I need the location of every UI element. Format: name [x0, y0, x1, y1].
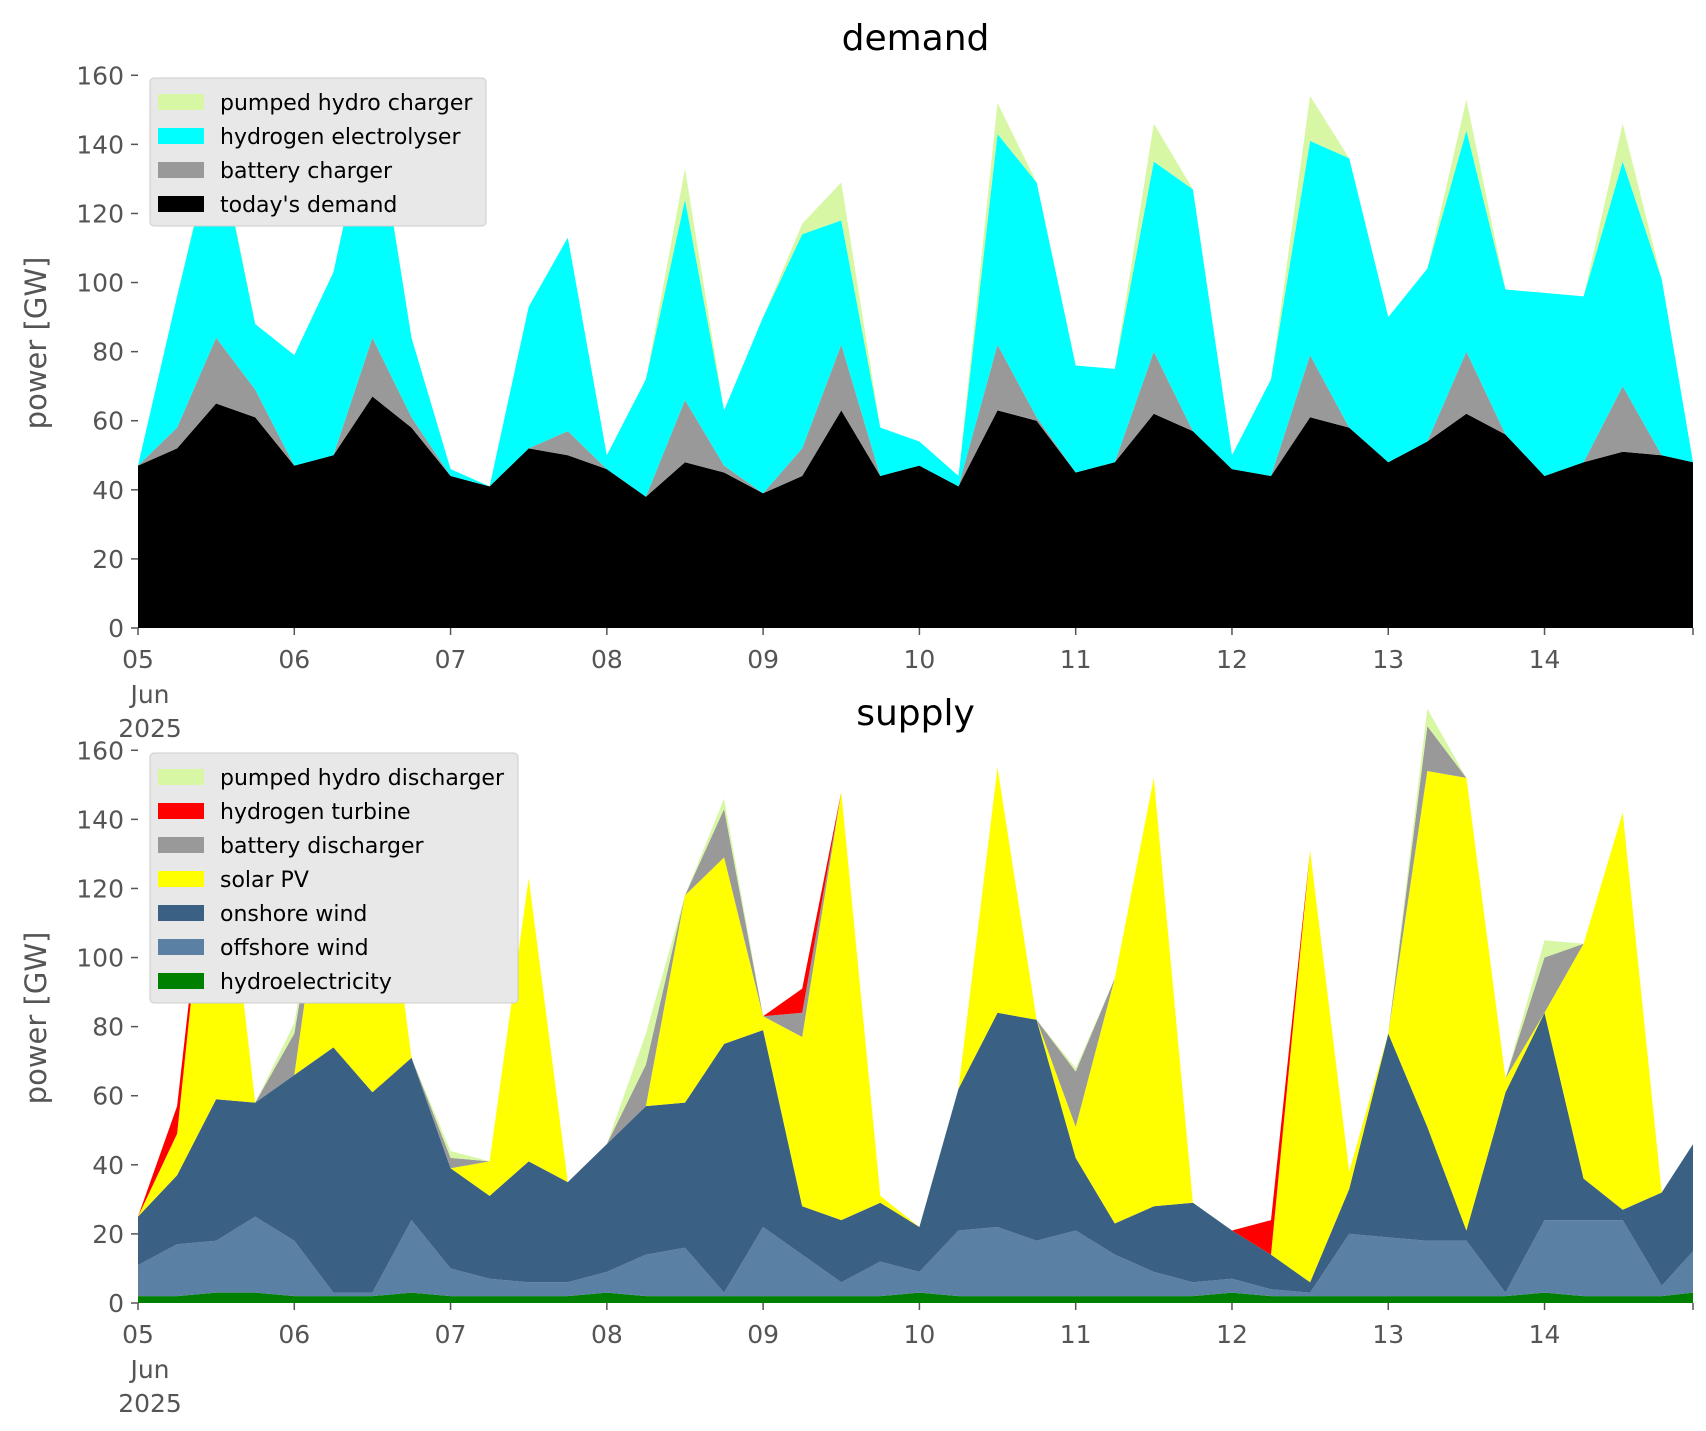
y-tick-label: 0: [108, 1289, 124, 1318]
x-tick-label: 09: [747, 1320, 779, 1349]
x-tick-label: 05: [122, 645, 154, 674]
y-tick-label: 160: [76, 61, 124, 90]
legend-box: [149, 77, 487, 227]
x-tick-label: 11: [1060, 645, 1092, 674]
x-tick-label: 07: [435, 645, 467, 674]
x-tick-label: 05: [122, 1320, 154, 1349]
legend-label-battery-discharger: battery discharger: [220, 834, 425, 859]
legend-swatch-solar-pv: [158, 871, 204, 887]
x-tick-label: 13: [1372, 1320, 1404, 1349]
y-tick-label: 140: [76, 805, 124, 834]
x-tick-label: 14: [1529, 645, 1561, 674]
y-tick-label: 140: [76, 130, 124, 159]
y-tick-label: 0: [108, 614, 124, 643]
chart-title: supply: [856, 693, 975, 734]
x-tick-sublabel: Jun: [128, 1355, 169, 1384]
legend-swatch-battery-discharger: [158, 837, 204, 853]
y-tick-label: 60: [92, 1082, 124, 1111]
y-tick-label: 80: [92, 338, 124, 367]
legend-label-onshore-wind: onshore wind: [220, 902, 367, 927]
supply-chart: 0 20 40 60 80 100 120 140 160 05 06 07 08 09 10 11 12 13 1…: [19, 693, 1694, 1418]
legend-swatch-hydrogen-turbine: [158, 803, 204, 819]
x-tick-label: 10: [904, 645, 936, 674]
x-tick-label: 08: [591, 1320, 623, 1349]
y-tick-label: 160: [76, 736, 124, 765]
legend-swatch-onshore-wind: [158, 905, 204, 921]
x-tick-label: 12: [1216, 645, 1248, 674]
legend-label-solar-pv: solar PV: [220, 868, 309, 893]
y-tick-label: 120: [76, 874, 124, 903]
legend-label-hydroelectricity: hydroelectricity: [220, 970, 392, 995]
y-tick-label: 100: [76, 944, 124, 973]
legend-label-offshore-wind: offshore wind: [220, 936, 369, 961]
area-solar-pv: [138, 760, 1693, 1283]
y-tick-label: 20: [92, 545, 124, 574]
x-tick-label: 07: [435, 1320, 467, 1349]
x-tick-label: 06: [278, 1320, 310, 1349]
x-tick-label: 13: [1372, 645, 1404, 674]
y-tick-label: 20: [92, 1220, 124, 1249]
area-hydroelectricity: [138, 1292, 1693, 1303]
legend-box: [149, 752, 519, 1004]
y-tick-label: 120: [76, 199, 124, 228]
legend-label-hydrogen-turbine: hydrogen turbine: [220, 800, 411, 825]
legend: pumped hydro discharger hydrogen turbine b…: [149, 752, 519, 1004]
area-offshore-wind: [138, 1216, 1693, 1297]
demand-chart: 0 20 40 60 80 100 120 140 160 05 06 07 08 09 10 11 12 13 1…: [19, 18, 1694, 743]
area-today-s-demand: [138, 396, 1693, 628]
y-tick-label: 40: [92, 476, 124, 505]
x-tick-label: 10: [904, 1320, 936, 1349]
legend-swatch-today-s-demand: [158, 196, 204, 212]
legend-label-today-s-demand: today's demand: [220, 193, 397, 218]
x-tick-label: 11: [1060, 1320, 1092, 1349]
y-tick-label: 80: [92, 1013, 124, 1042]
x-tick-sublabel: Jun: [128, 680, 169, 709]
legend-swatch-pumped-hydro-charger: [158, 94, 204, 110]
legend-swatch-pumped-hydro-discharger: [158, 769, 204, 785]
y-tick-label: 40: [92, 1151, 124, 1180]
legend-label-battery-charger: battery charger: [220, 159, 393, 184]
y-axis-label: power [GW]: [19, 257, 53, 430]
x-tick-sublabel: 2025: [118, 1389, 182, 1418]
legend: pumped hydro charger hydrogen electrolyse…: [149, 77, 487, 227]
x-tick-label: 09: [747, 645, 779, 674]
x-tick-sublabel: 2025: [118, 714, 182, 743]
area-onshore-wind: [138, 1012, 1693, 1293]
x-tick-label: 12: [1216, 1320, 1248, 1349]
legend-swatch-battery-charger: [158, 162, 204, 178]
legend-swatch-hydroelectricity: [158, 973, 204, 989]
legend-label-pumped-hydro-charger: pumped hydro charger: [220, 91, 473, 116]
legend-label-hydrogen-electrolyser: hydrogen electrolyser: [220, 125, 461, 150]
legend-label-pumped-hydro-discharger: pumped hydro discharger: [220, 766, 505, 791]
area-hydrogen-electrolyser: [138, 92, 1693, 497]
y-tick-label: 60: [92, 407, 124, 436]
x-tick-label: 06: [278, 645, 310, 674]
y-tick-label: 100: [76, 269, 124, 298]
legend-swatch-hydrogen-electrolyser: [158, 128, 204, 144]
chart-title: demand: [842, 18, 990, 59]
area-battery-charger: [138, 337, 1693, 497]
x-tick-label: 08: [591, 645, 623, 674]
legend-swatch-offshore-wind: [158, 939, 204, 955]
y-axis-label: power [GW]: [19, 932, 53, 1105]
x-tick-label: 14: [1529, 1320, 1561, 1349]
